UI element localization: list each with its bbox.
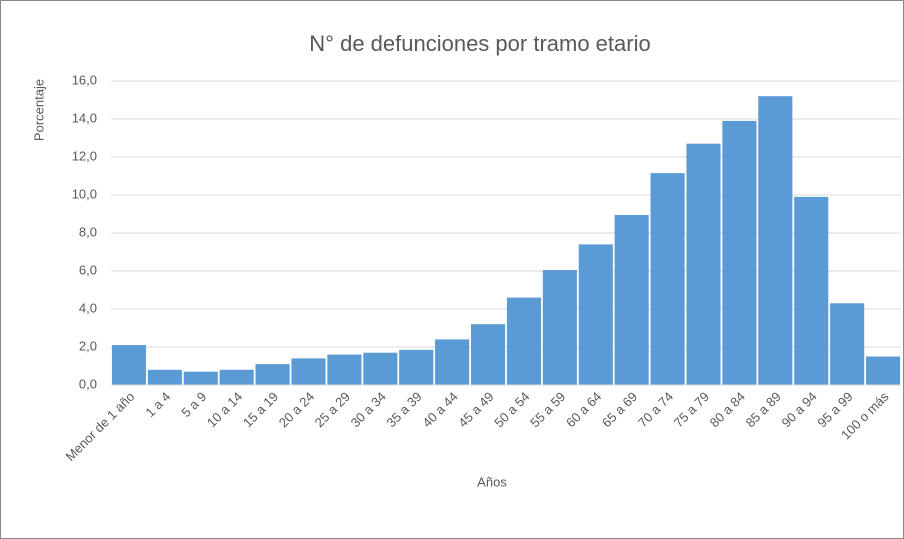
bar — [111, 345, 147, 385]
bar — [219, 369, 254, 385]
bar — [506, 297, 542, 385]
bar — [183, 371, 218, 385]
bar — [435, 339, 470, 385]
y-tick-label: 4,0 — [79, 300, 97, 315]
bar — [578, 244, 613, 385]
bar — [363, 352, 398, 385]
y-tick-label: 14,0 — [72, 110, 97, 125]
bar — [686, 143, 721, 385]
x-axis-label: Años — [477, 474, 507, 489]
chart-title: N° de defunciones por tramo etario — [309, 31, 650, 56]
bar — [470, 324, 506, 385]
y-tick-label: 16,0 — [72, 72, 97, 87]
bar — [291, 358, 326, 385]
bar — [147, 369, 182, 385]
bar — [650, 173, 685, 385]
y-tick-label: 6,0 — [79, 262, 97, 277]
bar — [614, 214, 649, 385]
y-tick-label: 2,0 — [79, 338, 97, 353]
bar — [327, 354, 362, 385]
y-tick-label: 12,0 — [72, 148, 97, 163]
bar — [255, 364, 290, 385]
y-tick-label: 0,0 — [79, 376, 97, 391]
bar — [722, 120, 757, 386]
y-axis-label: Porcentaje — [31, 79, 46, 141]
bar — [758, 96, 793, 385]
bar — [830, 303, 865, 385]
bar — [399, 349, 434, 385]
bar — [542, 270, 577, 385]
y-tick-label: 10,0 — [72, 186, 97, 201]
bar — [794, 196, 829, 385]
bar — [865, 356, 901, 385]
y-tick-label: 8,0 — [79, 224, 97, 239]
